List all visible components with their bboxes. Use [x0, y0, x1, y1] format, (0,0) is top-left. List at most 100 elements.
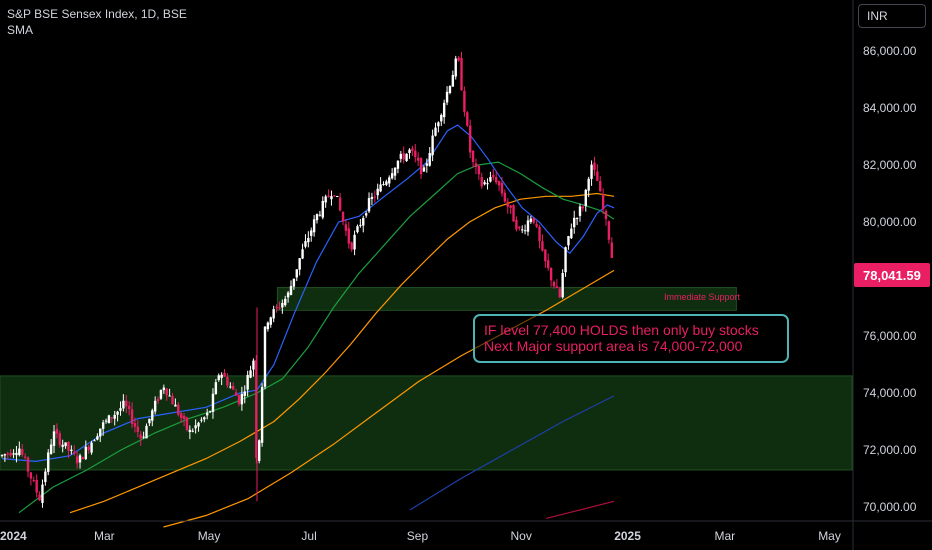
candle-body — [359, 224, 362, 226]
last-price-label: 78,041.59 — [863, 268, 921, 283]
candle-body — [489, 176, 492, 182]
candle-body — [101, 422, 105, 429]
candle — [489, 171, 492, 183]
candle — [304, 234, 307, 249]
candle — [127, 401, 131, 416]
candle — [52, 425, 56, 454]
candle-body — [388, 177, 391, 184]
candle — [226, 373, 229, 388]
candle — [341, 211, 345, 226]
candle-body — [284, 298, 287, 306]
candle — [289, 280, 293, 296]
candle — [480, 172, 483, 189]
candle-body — [581, 206, 585, 209]
candle — [604, 209, 608, 226]
candle-body — [402, 153, 405, 160]
candle — [234, 388, 238, 396]
price-axis[interactable]: 86,000.0084,000.0082,000.0080,000.0078,0… — [863, 44, 917, 514]
candle — [561, 269, 564, 299]
candle-body — [382, 184, 385, 186]
chart-header: S&P BSE Sensex Index, 1D, BSE SMA — [7, 6, 187, 38]
candle — [396, 160, 400, 174]
candle — [258, 439, 261, 464]
candle — [515, 216, 518, 232]
candle — [454, 55, 457, 80]
candle — [133, 417, 137, 433]
candle-body — [500, 183, 504, 194]
candle-body — [44, 471, 47, 482]
candle — [266, 321, 270, 332]
candle-body — [200, 419, 203, 421]
candle — [321, 196, 324, 220]
time-axis[interactable]: 2024 Mar May Jul Sep Nov 2025 Mar May — [0, 529, 841, 543]
candle — [315, 213, 319, 224]
candle-body — [587, 178, 590, 191]
candle — [171, 393, 174, 405]
candle-body — [356, 226, 359, 233]
symbol-title[interactable]: S&P BSE Sensex Index, 1D, BSE — [7, 7, 187, 21]
candle — [223, 369, 226, 378]
candle-body — [376, 188, 379, 196]
candle-body — [107, 415, 111, 424]
sma-fast-line — [1, 124, 615, 463]
candle-body — [104, 420, 108, 422]
candle — [70, 445, 73, 455]
candle — [188, 425, 192, 440]
callout-line-1: IF level 77,400 HOLDS then only buy stoc… — [484, 322, 759, 338]
candle — [509, 205, 512, 215]
candle — [162, 384, 166, 394]
candle-body — [590, 164, 593, 179]
candle — [47, 449, 50, 476]
candle — [15, 445, 18, 463]
candle — [538, 224, 541, 249]
candle — [584, 188, 587, 212]
candle — [220, 372, 223, 386]
candle — [587, 176, 590, 198]
candle — [483, 180, 486, 186]
candle — [390, 168, 394, 180]
candle — [573, 210, 576, 234]
price-tick-label: 82,000.00 — [863, 158, 917, 172]
candle-body — [578, 206, 582, 216]
candle — [75, 451, 79, 469]
price-tick-label: 86,000.00 — [863, 44, 917, 58]
candle — [281, 299, 284, 314]
candle — [431, 129, 434, 162]
price-tick-label: 76,000.00 — [863, 329, 917, 343]
price-tick-label: 74,000.00 — [863, 386, 917, 400]
candle-body — [318, 214, 322, 216]
candle — [107, 414, 111, 424]
candle-body — [457, 57, 460, 61]
candle — [596, 164, 599, 181]
candle-body — [29, 472, 33, 479]
candle — [362, 215, 365, 233]
candle-body — [26, 457, 30, 472]
candle — [402, 146, 405, 164]
candle-body — [312, 219, 316, 233]
candle-body — [23, 456, 27, 458]
candle — [500, 176, 504, 197]
candle — [437, 121, 440, 133]
candle-body — [165, 388, 168, 396]
candle-body — [440, 114, 443, 122]
candle-body — [52, 431, 56, 446]
candle-body — [266, 322, 270, 330]
candle-body — [425, 163, 429, 166]
candle — [12, 449, 15, 459]
candle-body — [205, 412, 209, 416]
candle-body — [177, 404, 180, 415]
candle — [486, 178, 489, 190]
candle — [286, 291, 290, 303]
candle — [457, 56, 460, 62]
candle — [67, 441, 70, 459]
candle — [414, 143, 417, 163]
candle-body — [538, 226, 541, 242]
currency-button[interactable]: INR — [858, 4, 926, 28]
indicator-label[interactable]: SMA — [7, 23, 34, 37]
candle — [518, 226, 521, 231]
candle — [64, 442, 67, 449]
candle-body — [286, 292, 290, 298]
candle-body — [324, 196, 327, 203]
last-price-badge — [854, 263, 930, 287]
